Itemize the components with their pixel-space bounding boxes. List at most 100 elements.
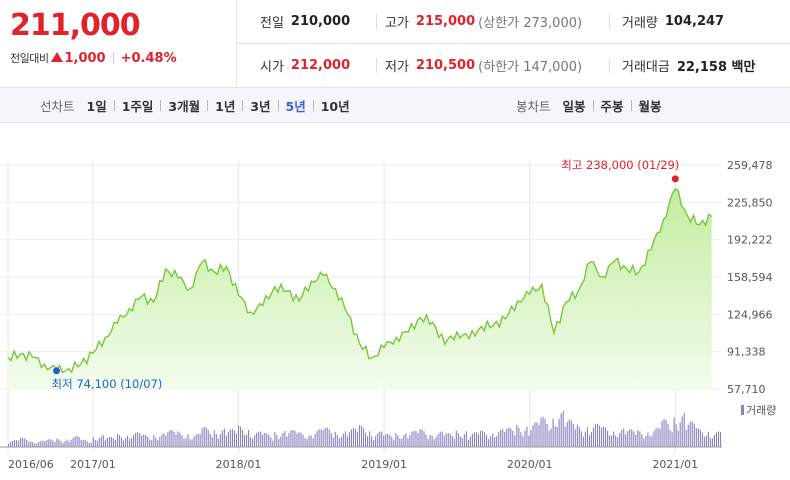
tab-3m[interactable]: 3개월: [168, 98, 201, 114]
volume-bar: [520, 432, 522, 447]
tab-1d[interactable]: 1일: [86, 98, 107, 114]
quote-cell-prev-close: 전일 210,000: [260, 14, 351, 31]
quote-cell-high: 고가 215,000 (상한가 273,000): [385, 14, 583, 31]
volume-bar: [137, 432, 139, 447]
change-line: 전일대비 1,000 +0.48%: [10, 50, 177, 66]
volume-bar: [479, 430, 482, 447]
tab-daily[interactable]: 일봉: [562, 98, 586, 114]
volume-bar: [594, 424, 597, 447]
volume-bar: [358, 425, 361, 447]
volume-bar: [92, 437, 94, 447]
volume-bar: [239, 426, 242, 447]
volume-bar: [28, 442, 30, 447]
volume-bar: [310, 435, 312, 447]
volume-bar: [10, 442, 12, 447]
volume-bar: [344, 431, 346, 447]
volume-bar: [598, 425, 601, 447]
volume-bar: [498, 432, 500, 447]
volume-bar: [689, 421, 691, 447]
volume-bar: [419, 429, 421, 447]
volume-bar: [481, 430, 484, 447]
volume-bar: [413, 430, 415, 447]
tab-weekly[interactable]: 주봉: [600, 98, 624, 114]
volume-bar: [609, 435, 611, 447]
volume-bar: [248, 430, 250, 447]
volume-bar: [185, 437, 187, 447]
volume-bar: [389, 434, 391, 447]
volume-bar: [328, 429, 330, 447]
volume-bar: [532, 425, 534, 447]
volume-bar: [635, 434, 637, 447]
volume-bar: [58, 439, 60, 447]
volume-bar: [48, 439, 50, 447]
volume-bar: [397, 435, 399, 447]
volume-bar: [70, 439, 72, 447]
tab-3y[interactable]: 3년: [250, 98, 271, 114]
volume-bar: [274, 432, 276, 447]
volume-bar: [506, 428, 508, 447]
tab-1y[interactable]: 1년: [215, 98, 236, 114]
volume-bar: [18, 440, 20, 447]
line-chart-label: 선차트: [40, 98, 75, 114]
volume-bar: [100, 436, 102, 447]
volume-bar: [469, 436, 471, 447]
volume-bar: [213, 430, 215, 447]
volume-bar: [524, 430, 526, 447]
volume-bar: [52, 440, 54, 447]
volume-bar: [385, 434, 387, 447]
tab-1w[interactable]: 1주일: [121, 98, 154, 114]
volume-bar: [576, 424, 578, 447]
volume-bar: [54, 442, 56, 447]
y-tick-label: 57,710: [727, 383, 766, 396]
volume-bar: [187, 434, 189, 447]
volume-bar: [268, 434, 270, 447]
volume-bar: [500, 429, 502, 447]
tab-monthly[interactable]: 월봉: [638, 98, 662, 114]
volume-bar: [645, 435, 647, 447]
volume-bar: [127, 435, 129, 447]
volume-bar: [548, 430, 550, 447]
low-marker: [53, 367, 61, 375]
volume-bars: [8, 411, 722, 447]
volume-bar: [465, 431, 467, 447]
volume-bar: [110, 437, 112, 447]
high-marker: [671, 175, 679, 183]
volume-bar: [346, 436, 348, 447]
volume-legend-swatch: [741, 405, 744, 415]
volume-bar: [443, 435, 445, 447]
volume-bar: [312, 438, 314, 447]
volume-bar: [322, 430, 324, 447]
volume-bar: [298, 432, 300, 447]
volume-bar: [124, 438, 127, 447]
volume-bar: [643, 438, 645, 447]
volume-bar: [600, 427, 603, 447]
volume-bar: [258, 431, 260, 447]
volume-bar: [661, 420, 663, 447]
volume-bar: [369, 431, 371, 447]
volume-bar: [131, 437, 133, 447]
volume-bar: [701, 432, 703, 447]
volume-bar: [683, 413, 685, 447]
volume-bar: [12, 440, 14, 447]
volume-bar: [687, 424, 689, 447]
tab-5y[interactable]: 5년: [285, 98, 306, 114]
volume-bar: [229, 429, 231, 447]
volume-bar: [711, 438, 714, 447]
volume-bar: [647, 432, 649, 447]
y-axis-labels: 259,478 225,850 192,222 158,594 124,966 91,33…: [727, 159, 773, 396]
quote-row-1: 전일 210,000 고가 215,000 (상한가 273,000) 거래량 104,…: [237, 0, 790, 44]
high-label: 최고 238,000 (01/29): [561, 158, 679, 172]
volume-bar: [223, 428, 225, 447]
volume-bar: [78, 437, 80, 447]
volume-bar: [657, 427, 659, 447]
volume-bar: [151, 440, 153, 447]
volume-bar: [504, 431, 506, 447]
tab-10y[interactable]: 10년: [320, 98, 350, 114]
volume-bar: [98, 438, 100, 447]
volume-bar: [60, 441, 62, 447]
volume-bar: [516, 424, 518, 447]
volume-bar: [540, 417, 542, 447]
quote-cell-trading-value: 거래대금 22,158 백만: [622, 59, 756, 75]
volume-bar: [16, 440, 18, 447]
volume-bar: [707, 431, 709, 447]
